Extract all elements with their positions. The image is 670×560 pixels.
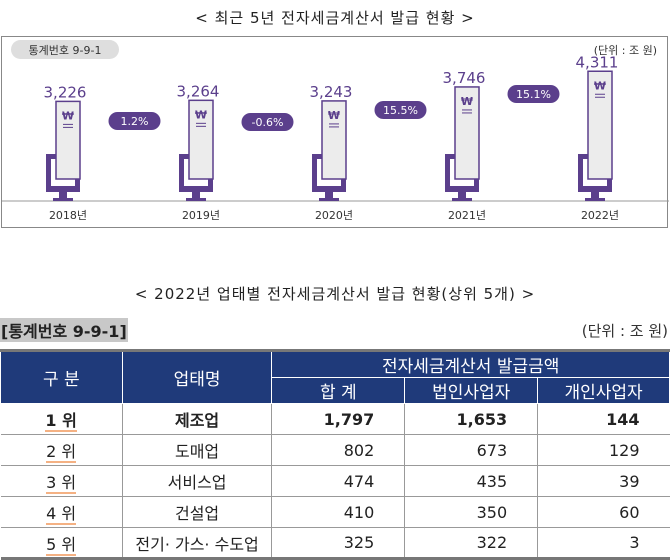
chart-title: < 최근 5년 전자세금계산서 발급 현황 > xyxy=(195,9,475,27)
header-rank: 구 분 xyxy=(0,350,123,404)
industry-table: 구 분 업태명 전자세금계산서 발급금액 합 계 법인사업자 개인사업자 1 위… xyxy=(0,349,670,560)
table-row: 2 위 도매업 802 673 129 xyxy=(0,434,670,466)
table-unit: (단위 : 조 원) xyxy=(581,322,668,340)
stat-badge-text: 통계번호 9-9-1 xyxy=(29,44,102,57)
receipt-bar xyxy=(454,86,480,180)
growth-label: -0.6% xyxy=(252,116,284,129)
stat-badge xyxy=(11,40,119,59)
won-icon: ₩ xyxy=(195,108,207,121)
won-icon: ₩ xyxy=(461,95,473,108)
unit-label: (단위 : 조 원) xyxy=(594,44,657,57)
table-row: 5 위 전기· 가스· 수도업 325 322 3 xyxy=(0,527,670,560)
won-icon: ₩ xyxy=(62,109,74,122)
monitor-base xyxy=(452,198,472,201)
receipt-bar xyxy=(587,70,613,180)
receipt-bar xyxy=(55,100,81,180)
industry-cell: 제조업 xyxy=(122,403,273,435)
growth-pill xyxy=(374,101,427,119)
indiv-cell: 60 xyxy=(537,496,670,528)
value-label: 3,226 xyxy=(44,83,87,101)
stat-number: [통계번호 9-9-1] xyxy=(0,318,128,342)
growth-pill xyxy=(241,113,294,131)
total-cell: 325 xyxy=(271,527,406,560)
total-cell: 474 xyxy=(271,465,406,497)
value-label: 3,264 xyxy=(177,82,220,100)
total-cell: 802 xyxy=(271,434,406,466)
header-corp: 법인사업자 xyxy=(404,377,539,404)
monitor-stand xyxy=(591,192,599,199)
year-label: 2020년 xyxy=(315,209,353,222)
won-icon: ₩ xyxy=(328,109,340,122)
monitor-base xyxy=(319,198,339,201)
rank-cell: 4 위 xyxy=(46,504,77,525)
corp-cell: 322 xyxy=(404,527,539,560)
growth-pill xyxy=(507,85,560,103)
header-industry: 업태명 xyxy=(121,350,273,404)
year-label: 2021년 xyxy=(448,209,486,222)
industry-cell: 도매업 xyxy=(122,434,273,466)
table-row: 4 위 건설업 410 350 60 xyxy=(0,496,670,528)
value-label: 3,746 xyxy=(443,69,486,87)
monitor-stand xyxy=(458,192,466,199)
value-label: 3,243 xyxy=(310,83,353,101)
indiv-cell: 39 xyxy=(537,465,670,497)
corp-cell: 673 xyxy=(404,434,539,466)
value-label: 4,311 xyxy=(576,53,619,71)
table-row: 3 위 서비스업 474 435 39 xyxy=(0,465,670,497)
header-total: 합 계 xyxy=(271,377,406,404)
indiv-cell: 144 xyxy=(537,403,670,435)
monitor-stand xyxy=(59,192,67,199)
table-row: 1 위 제조업 1,797 1,653 144 xyxy=(0,403,670,435)
rank-cell: 5 위 xyxy=(46,534,77,556)
monitor-base xyxy=(585,198,605,201)
indiv-cell: 129 xyxy=(537,434,670,466)
monitor-base xyxy=(53,198,73,201)
industry-cell: 전기· 가스· 수도업 xyxy=(122,527,273,560)
bar-chart: 통계번호 9-9-1 (단위 : 조 원) ₩3,226 2018년 ₩3,264 201… xyxy=(2,40,669,222)
indiv-cell: 3 xyxy=(537,527,670,560)
chart-frame: 통계번호 9-9-1 (단위 : 조 원) ₩3,226 2018년 ₩3,264 201… xyxy=(1,36,669,228)
growth-label: 1.2% xyxy=(121,115,149,128)
growth-label: 15.5% xyxy=(383,104,418,117)
corp-cell: 350 xyxy=(404,496,539,528)
year-label: 2018년 xyxy=(49,209,87,222)
growth-label: 15.1% xyxy=(516,88,551,101)
header-group: 전자세금계산서 발급금액 xyxy=(271,350,670,378)
monitor-base xyxy=(186,198,206,201)
growth-pill xyxy=(108,112,161,130)
industry-cell: 건설업 xyxy=(122,496,273,528)
receipt-bar xyxy=(321,100,347,180)
year-label: 2022년 xyxy=(581,209,619,222)
rank-cell: 2 위 xyxy=(46,442,77,463)
rank-cell: 1 위 xyxy=(45,411,77,432)
total-cell: 1,797 xyxy=(271,403,406,435)
corp-cell: 1,653 xyxy=(404,403,539,435)
monitor-stand xyxy=(192,192,200,199)
won-icon: ₩ xyxy=(594,79,606,92)
monitor-stand xyxy=(325,192,333,199)
total-cell: 410 xyxy=(271,496,406,528)
industry-cell: 서비스업 xyxy=(122,465,273,497)
rank-cell: 3 위 xyxy=(46,473,77,494)
year-label: 2019년 xyxy=(182,209,220,222)
receipt-bar xyxy=(188,99,214,180)
table-title: < 2022년 업태별 전자세금계산서 발급 현황(상위 5개) > xyxy=(134,285,536,303)
corp-cell: 435 xyxy=(404,465,539,497)
header-indiv: 개인사업자 xyxy=(537,377,670,404)
